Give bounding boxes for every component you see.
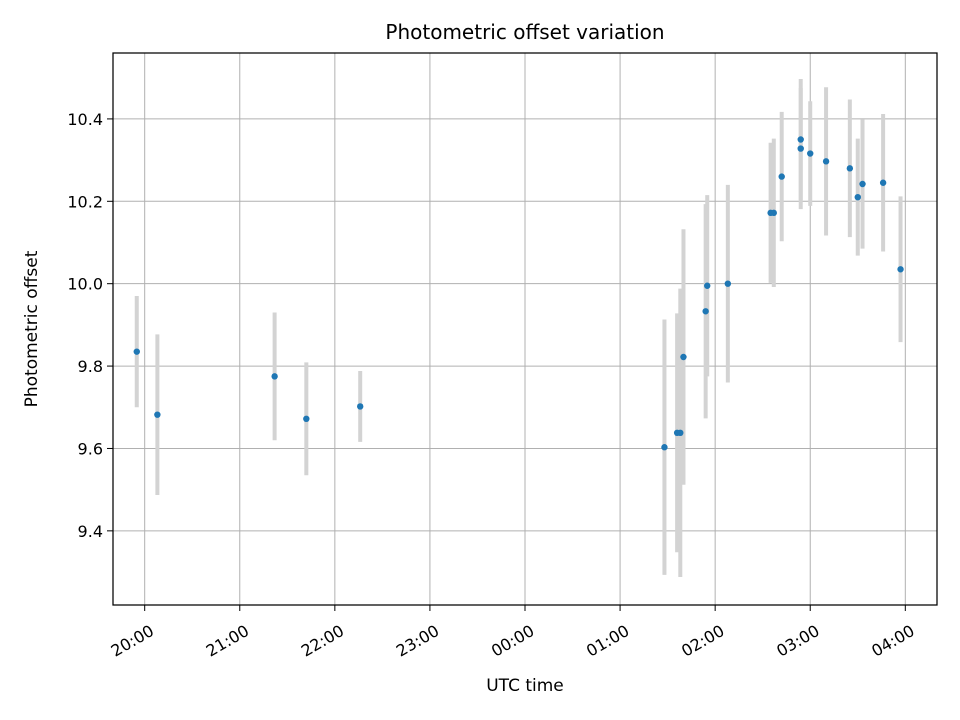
data-point <box>303 415 310 423</box>
data-point <box>822 158 830 165</box>
x-tick-label: 03:00 <box>773 621 822 661</box>
x-tick-label: 22:00 <box>298 621 347 661</box>
data-point <box>797 136 804 143</box>
grid <box>113 53 937 605</box>
y-tick-label: 9.4 <box>78 522 103 541</box>
y-tick-label: 10.2 <box>67 192 103 211</box>
x-tick-label: 01:00 <box>583 621 632 661</box>
y-tick-label: 10.4 <box>67 110 103 129</box>
data-point <box>702 308 709 315</box>
x-tick-label: 20:00 <box>108 621 157 661</box>
data-point <box>133 348 140 355</box>
y-tick-label: 9.6 <box>78 439 103 458</box>
data-point <box>357 403 364 410</box>
data-point <box>770 209 777 217</box>
x-tick-label: 04:00 <box>868 621 917 661</box>
data-point <box>661 444 668 451</box>
data-point <box>797 145 804 152</box>
x-tick-label: 00:00 <box>488 621 537 661</box>
x-tick-label: 21:00 <box>203 621 252 661</box>
data-points <box>133 136 904 451</box>
y-tick-label: 10.0 <box>67 275 103 294</box>
x-tick-label: 02:00 <box>678 621 727 661</box>
data-point <box>854 193 861 201</box>
y-axis-ticks: 9.4 9.6 9.8 10.0 10.2 10.4 <box>67 110 113 541</box>
data-point <box>704 282 711 289</box>
data-point <box>807 150 814 157</box>
data-point <box>154 411 161 418</box>
data-point <box>778 173 785 180</box>
data-point <box>879 179 887 186</box>
error-bars <box>134 78 903 577</box>
chart-title: Photometric offset variation <box>385 20 664 44</box>
data-point <box>846 165 854 172</box>
data-point <box>724 280 732 287</box>
x-tick-label: 23:00 <box>393 621 442 661</box>
data-point <box>897 266 904 273</box>
data-point <box>271 373 278 380</box>
data-point <box>680 353 687 361</box>
y-axis-label: Photometric offset <box>22 250 42 407</box>
data-point <box>677 429 684 437</box>
y-tick-label: 9.8 <box>78 357 103 376</box>
x-axis-label: UTC time <box>486 676 564 696</box>
x-axis-ticks: 20:00 21:00 22:00 23:00 00:00 01:00 02:00 03:00… <box>108 605 918 661</box>
data-point <box>859 180 866 188</box>
